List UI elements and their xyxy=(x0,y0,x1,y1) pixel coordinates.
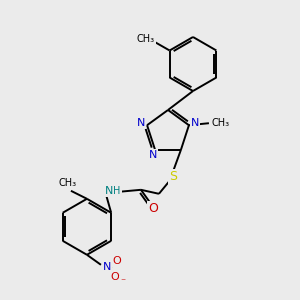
Text: CH₃: CH₃ xyxy=(59,178,77,188)
Text: N: N xyxy=(103,262,111,272)
Text: N: N xyxy=(105,186,113,196)
Text: N: N xyxy=(191,118,199,128)
Text: O: O xyxy=(111,272,119,282)
Text: N: N xyxy=(137,118,145,128)
Text: N: N xyxy=(149,150,157,160)
Text: O: O xyxy=(148,202,158,215)
Text: CH₃: CH₃ xyxy=(212,118,230,128)
Text: ⁻: ⁻ xyxy=(120,277,125,287)
Text: O: O xyxy=(112,256,121,266)
Text: CH₃: CH₃ xyxy=(136,34,155,44)
Text: S: S xyxy=(169,170,177,183)
Text: H: H xyxy=(113,186,121,196)
